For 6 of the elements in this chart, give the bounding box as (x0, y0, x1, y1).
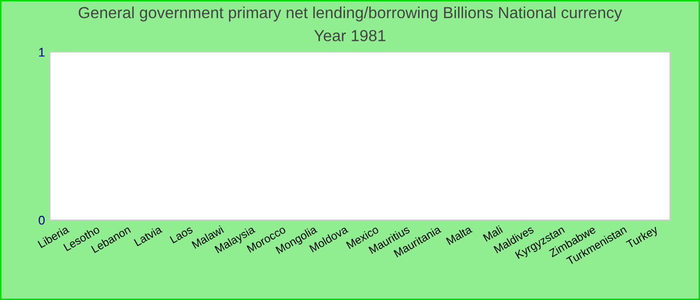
chart-title: General government primary net lending/borrowing Billions National currency (78, 6, 622, 22)
x-tick-label: Malta (446, 224, 473, 246)
y-tick-label: 1 (39, 48, 45, 57)
y-tick-label: 0 (38, 216, 45, 225)
chart-subtitle: Year 1981 (314, 30, 386, 42)
x-tick-label: Laos (170, 225, 194, 244)
